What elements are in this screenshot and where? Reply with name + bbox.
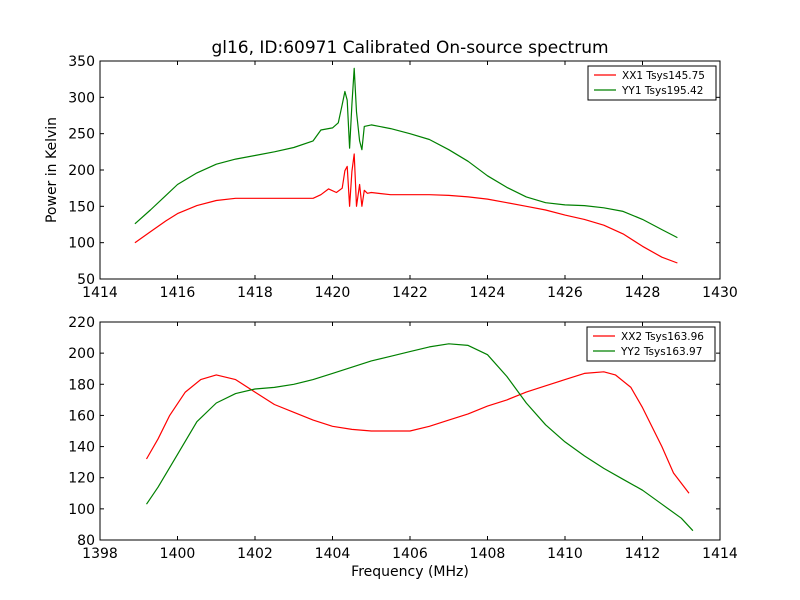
x-tick-label: 1416 [160,285,196,301]
y-tick-label: 120 [68,471,95,487]
subplot-1: 1414 1416 1418 1420 1422 1424 1426 1428 1430 50 10… [44,54,738,301]
y-tick-label: 200 [68,346,95,362]
x-tick-label: 1404 [315,546,351,562]
legend-2: XX2 Tsys163.96 YY2 Tsys163.97 [586,326,716,362]
legend-label: YY2 Tsys163.97 [620,346,702,358]
legend-1: XX1 Tsys145.75 YY1 Tsys195.42 [587,65,717,101]
y-tick-label: 140 [68,440,95,456]
x-tick-label: 1414 [702,546,738,562]
x-tick-label: 1410 [547,546,583,562]
series-line-1-2 [134,67,678,239]
y-tick-label: 200 [68,163,95,179]
x-tick-label: 1428 [625,285,661,301]
y-tick-label: 220 [68,315,95,331]
legend-label: XX1 Tsys145.75 [622,70,705,82]
series-line-2-2 [146,343,694,532]
legend-box [586,326,716,362]
legend-label: YY1 Tsys195.42 [621,85,703,97]
legend-box [587,65,717,101]
y-tick-label: 100 [68,502,95,518]
x-tick-label: 1430 [702,285,738,301]
series-line-2-1 [145,371,690,494]
y-tick-label: 160 [68,408,95,424]
x-tick-label: 1424 [470,285,506,301]
y-tick-label: 50 [77,272,95,288]
x-tick-label: 1406 [392,546,428,562]
y-tick-label: 350 [68,54,95,70]
figure-title: gl16, ID:60971 Calibrated On-source spec… [211,38,608,58]
legend-label: XX2 Tsys163.96 [621,331,704,343]
x-tick-label: 1400 [160,546,196,562]
y-tick-label: 250 [68,127,95,143]
x-tick-label: 1402 [237,546,273,562]
y-tick-label: 80 [77,533,95,549]
x-tick-label: 1412 [625,546,661,562]
y-tick-label: 300 [68,90,95,106]
x-tick-label: 1398 [82,546,118,562]
series-line-1-1 [134,153,678,264]
y-tick-label: 180 [68,377,95,393]
subplot-2: 1398 1400 1402 1404 1406 1408 1410 1412 1414 80 10… [68,315,738,580]
x-tick-label: 1420 [315,285,351,301]
y-axis-label: Power in Kelvin [44,117,60,223]
y-tick-label: 100 [68,236,95,252]
x-tick-label: 1414 [82,285,118,301]
y-tick-label: 150 [68,199,95,215]
x-tick-label: 1418 [237,285,273,301]
plots-layer: 1414 1416 1418 1420 1422 1424 1426 1428 1430 50 10… [44,54,738,580]
x-tick-label: 1422 [392,285,428,301]
x-tick-label: 1426 [547,285,583,301]
x-axis-label: Frequency (MHz) [351,564,469,580]
x-tick-label: 1408 [470,546,506,562]
